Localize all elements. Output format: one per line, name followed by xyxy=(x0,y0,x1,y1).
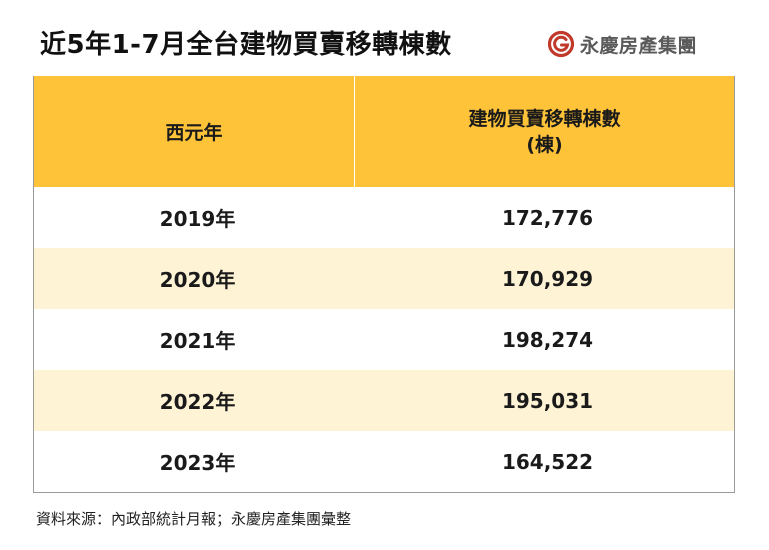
row-value: 195,031 xyxy=(501,388,594,413)
row-value: 164,522 xyxy=(501,449,594,474)
table-row: 2020年 170,929 xyxy=(34,248,734,309)
header-transfers: 建物買賣移轉棟數 (棟) xyxy=(355,76,734,187)
row-value: 170,929 xyxy=(501,266,594,291)
table-row: 2021年 198,274 xyxy=(34,309,734,370)
brand-name: 永慶房產集團 xyxy=(580,34,698,57)
header-transfers-label: 建物買賣移轉棟數 xyxy=(468,107,621,130)
table-row: 2019年 172,776 xyxy=(34,187,734,248)
page-title: 近5年1-7月全台建物買賣移轉棟數 xyxy=(40,30,452,60)
table-row: 2023年 164,522 xyxy=(34,431,734,492)
row-year: 2023年 xyxy=(159,451,236,475)
row-value: 198,274 xyxy=(501,327,594,352)
yungching-logo-icon xyxy=(547,30,575,58)
transfer-table: 西元年 建物買賣移轉棟數 (棟) 2019年 172,776 2020年 170… xyxy=(33,76,735,493)
header-transfers-unit: (棟) xyxy=(526,133,563,156)
row-year: 2019年 xyxy=(159,207,236,231)
row-year: 2022年 xyxy=(159,390,236,414)
row-year: 2020年 xyxy=(159,268,236,292)
header-year: 西元年 xyxy=(34,76,355,187)
table-header: 西元年 建物買賣移轉棟數 (棟) xyxy=(34,76,734,187)
source-note: 資料來源：內政部統計月報；永慶房產集團彙整 xyxy=(36,510,352,528)
table-row: 2022年 195,031 xyxy=(34,370,734,431)
brand-logo: 永慶房產集團 xyxy=(547,30,697,58)
row-year: 2021年 xyxy=(159,329,236,353)
row-value: 172,776 xyxy=(501,205,594,230)
